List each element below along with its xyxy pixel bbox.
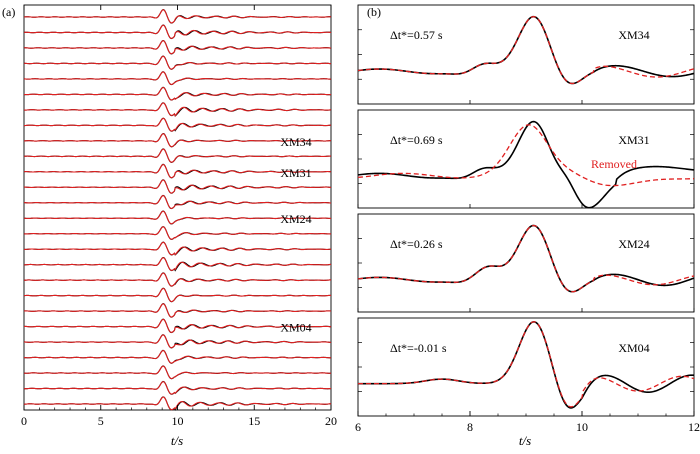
panel-b-x-label: t/s (519, 433, 531, 448)
dt-label: Δt*=0.69 s (390, 133, 443, 147)
x-tick-label: 6 (355, 420, 361, 434)
trace-observed (23, 349, 331, 364)
trace-synthetic (23, 117, 332, 132)
trace-synthetic (23, 86, 332, 101)
x-tick-label: 10 (172, 414, 184, 428)
station-label-xm24: XM24 (280, 212, 311, 226)
trace-synthetic (357, 16, 695, 85)
trace-synthetic (23, 71, 331, 86)
trace-observed (23, 365, 332, 380)
trace-synthetic (23, 381, 332, 395)
removed-annotation: Removed (591, 157, 637, 171)
station-label: XM34 (618, 28, 649, 42)
trace-synthetic (23, 303, 332, 318)
subplot-frame (357, 317, 695, 417)
trace-observed (23, 71, 332, 86)
trace-synthetic (23, 226, 332, 240)
trace-synthetic (24, 40, 332, 55)
trace-synthetic (23, 24, 332, 39)
x-tick-label: 0 (21, 414, 27, 428)
trace-synthetic (358, 321, 695, 408)
x-tick-label: 20 (325, 414, 337, 428)
trace-synthetic (24, 179, 332, 194)
subplot-frame (357, 213, 695, 313)
trace-synthetic (357, 124, 695, 187)
trace-synthetic (23, 241, 332, 256)
panel-b-label: (b) (367, 5, 381, 19)
trace-observed (357, 120, 695, 209)
station-label: XM24 (618, 237, 649, 251)
panel-a-x-label: t/s (171, 433, 183, 448)
trace-synthetic (23, 257, 332, 271)
station-label-xm04: XM04 (280, 321, 311, 335)
subplot-frame (357, 109, 695, 209)
x-tick-label: 8 (467, 420, 473, 434)
trace-synthetic (23, 133, 332, 148)
dt-label: Δt*=-0.01 s (390, 341, 447, 355)
panel-a-traces (23, 9, 332, 411)
trace-observed (357, 15, 695, 85)
x-tick-label: 12 (688, 420, 700, 434)
trace-synthetic (23, 210, 331, 225)
trace-synthetic (23, 365, 332, 380)
x-tick-label: 10 (576, 420, 588, 434)
trace-synthetic (23, 148, 332, 163)
trace-synthetic (357, 224, 695, 293)
trace-observed (23, 226, 332, 240)
trace-synthetic (23, 195, 332, 209)
dt-label: Δt*=0.57 s (390, 28, 443, 42)
trace-synthetic (23, 287, 332, 303)
station-label: XM04 (618, 341, 649, 355)
trace-observed (358, 320, 695, 409)
station-label-xm31: XM31 (280, 166, 311, 180)
panel-a-label: (a) (2, 5, 15, 19)
x-tick-label: 5 (98, 414, 104, 428)
trace-observed (23, 241, 332, 256)
trace-observed (23, 380, 332, 395)
trace-synthetic (23, 164, 332, 179)
subplot-frame (357, 4, 695, 105)
trace-synthetic (23, 9, 332, 24)
panel-b-x-ticks: 6 8 10 12 (355, 411, 700, 434)
trace-synthetic (23, 55, 332, 70)
panel-a-x-ticks: 0 5 10 15 20 (21, 5, 337, 428)
panel-a: (a) 0 5 10 15 20 XM34 XM31 XM24 XM04 t/s (2, 4, 337, 448)
x-tick-label: 15 (248, 414, 260, 428)
subplot-xm04: Δt*=-0.01 s XM04 (357, 317, 695, 417)
trace-synthetic (23, 102, 332, 117)
trace-observed (357, 224, 695, 293)
trace-synthetic (24, 318, 332, 333)
panel-a-frame (23, 4, 332, 411)
station-label: XM31 (618, 133, 649, 147)
trace-synthetic (23, 349, 332, 364)
subplot-xm24: Δt*=0.26 s XM24 (357, 213, 695, 313)
subplot-xm31: Δt*=0.69 s XM31 Removed (357, 109, 695, 209)
panel-a-station-labels: XM34 XM31 XM24 XM04 (280, 135, 311, 335)
subplot-xm34: Δt*=0.57 s XM34 (357, 4, 695, 105)
station-label-xm34: XM34 (280, 135, 311, 149)
trace-synthetic (23, 334, 332, 349)
dt-label: Δt*=0.26 s (390, 237, 443, 251)
trace-synthetic (23, 272, 332, 287)
trace-synthetic (23, 396, 332, 411)
